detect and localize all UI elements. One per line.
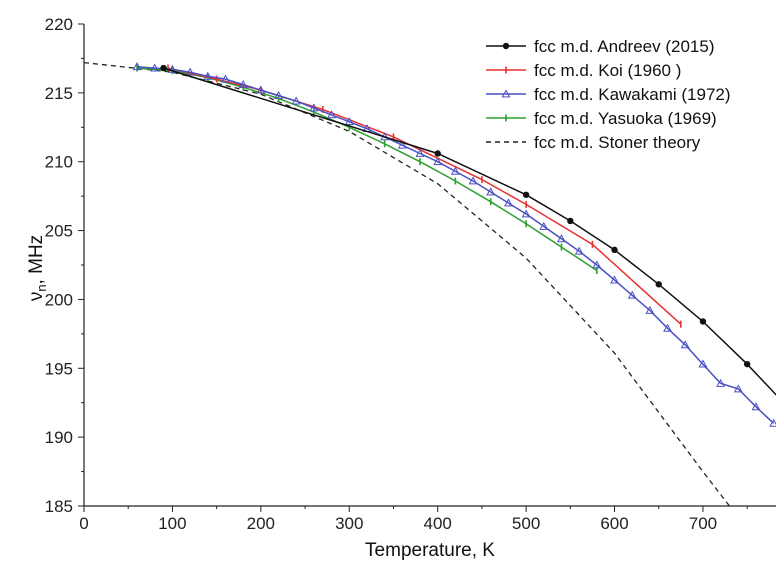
data-point-series-3 — [397, 140, 407, 149]
data-point-series-3 — [415, 148, 425, 157]
data-point-series-1 — [160, 64, 167, 72]
legend-item-3: fcc m.d. Kawakami (1972) — [486, 85, 731, 104]
x-tick-label: 400 — [423, 514, 451, 533]
series-2 — [167, 64, 682, 328]
data-point-series-3 — [663, 323, 673, 332]
x-tick-label: 500 — [512, 514, 540, 533]
data-point-series-3 — [486, 187, 496, 196]
legend-label-4: fcc m.d. Yasuoka (1969) — [534, 109, 717, 128]
data-point-series-3 — [291, 96, 301, 105]
y-tick-label: 195 — [45, 359, 73, 378]
data-point-series-3 — [733, 384, 743, 393]
y-tick-label: 190 — [45, 428, 73, 447]
data-point-series-3 — [716, 378, 726, 387]
y-axis-title-main: ν — [26, 292, 47, 302]
data-point-series-3 — [610, 275, 619, 284]
data-point-series-3 — [221, 74, 230, 83]
x-tick-label: 300 — [335, 514, 363, 533]
data-point-series-1 — [611, 246, 618, 254]
y-tick-label: 200 — [45, 290, 73, 309]
x-tick-label: 200 — [247, 514, 275, 533]
series-line-1 — [163, 67, 776, 396]
data-point-series-3 — [238, 79, 248, 88]
data-point-series-3 — [433, 157, 443, 166]
data-point-series-3 — [309, 103, 319, 112]
data-point-series-3 — [645, 305, 655, 314]
series-line-2 — [167, 67, 682, 325]
data-point-series-3 — [680, 340, 690, 349]
axis-ticks: 0100200300400500600700800900185190195200… — [45, 15, 748, 533]
series-3 — [132, 62, 776, 427]
y-tick-label: 210 — [45, 153, 73, 172]
data-point-series-3 — [167, 64, 177, 73]
y-axis-title-rest: , MHz — [26, 235, 47, 285]
data-point-series-3 — [450, 166, 460, 175]
legend-label-3: fcc m.d. Kawakami (1972) — [534, 85, 731, 104]
data-point-series-3 — [521, 209, 531, 218]
data-point-series-3 — [539, 221, 549, 230]
data-point-series-3 — [574, 246, 584, 255]
data-point-series-3 — [698, 359, 708, 368]
series-1 — [160, 64, 776, 396]
data-point-series-3 — [274, 90, 283, 99]
data-point-series-3 — [769, 418, 776, 427]
data-point-series-3 — [627, 290, 637, 299]
x-tick-label: 100 — [158, 514, 186, 533]
data-point-series-3 — [468, 176, 478, 185]
legend: fcc m.d. Andreev (2015) fcc m.d. Koi (196… — [486, 37, 731, 152]
data-point-series-1 — [567, 217, 574, 225]
data-point-series-1 — [655, 281, 662, 288]
data-point-series-3 — [203, 71, 213, 80]
legend-label-2: fcc m.d. Koi (1960 ) — [534, 61, 681, 80]
series-4 — [136, 64, 598, 275]
legend-marker-1 — [502, 42, 510, 50]
data-point-series-3 — [327, 110, 337, 119]
y-axis-title: νn, MHz — [26, 235, 49, 301]
data-point-series-3 — [344, 117, 354, 126]
series-5 — [83, 61, 731, 507]
series-line-4 — [137, 67, 598, 272]
data-point-series-3 — [557, 234, 566, 243]
legend-label-1: fcc m.d. Andreev (2015) — [534, 37, 714, 56]
data-point-series-1 — [743, 360, 751, 368]
x-axis-title: Temperature, K — [365, 540, 495, 561]
legend-item-4: fcc m.d. Yasuoka (1969) — [486, 109, 717, 128]
x-tick-label: 0 — [79, 514, 88, 533]
x-tick-label: 600 — [600, 514, 628, 533]
y-axis-title-sub: n — [34, 284, 49, 291]
legend-marker-3 — [501, 89, 511, 98]
data-point-series-3 — [132, 62, 142, 71]
legend-item-1: fcc m.d. Andreev (2015) — [486, 37, 714, 56]
data-point-series-3 — [150, 63, 160, 72]
data-point-series-3 — [592, 260, 602, 269]
y-tick-label: 185 — [45, 497, 73, 516]
data-point-series-1 — [699, 318, 707, 325]
series-line-5 — [83, 61, 731, 507]
series-layer — [83, 61, 776, 507]
data-point-series-1 — [522, 191, 530, 198]
y-tick-label: 215 — [45, 84, 73, 103]
data-point-series-3 — [751, 402, 761, 411]
data-point-series-1 — [434, 150, 441, 157]
legend-item-5: fcc m.d. Stoner theory — [486, 133, 701, 152]
legend-item-2: fcc m.d. Koi (1960 ) — [486, 61, 681, 80]
y-tick-label: 205 — [45, 222, 73, 241]
x-tick-label: 700 — [689, 514, 717, 533]
data-point-series-3 — [185, 67, 195, 76]
data-point-series-3 — [256, 85, 266, 94]
data-point-series-3 — [503, 198, 513, 207]
y-tick-label: 220 — [45, 15, 73, 34]
legend-label-5: fcc m.d. Stoner theory — [534, 133, 701, 152]
series-line-3 — [137, 65, 775, 424]
